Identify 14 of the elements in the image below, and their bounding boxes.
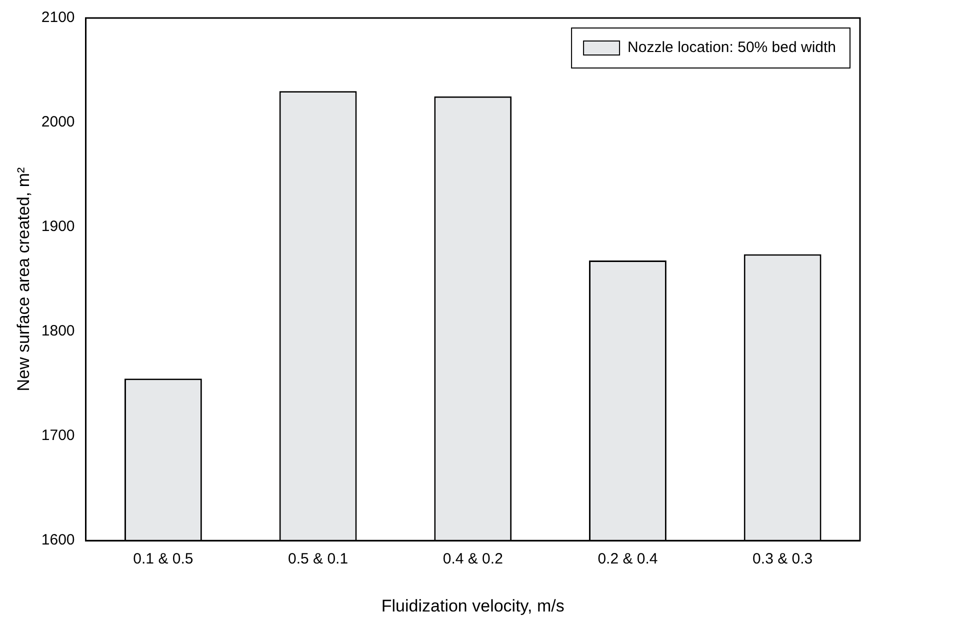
x-tick-label: 0.1 & 0.5: [133, 550, 194, 568]
x-tick-label: 0.2 & 0.4: [598, 550, 658, 568]
x-axis-title: Fluidization velocity, m/s: [381, 596, 564, 616]
x-tick-label: 0.4 & 0.2: [442, 550, 503, 568]
y-tick-label: 1600: [41, 532, 75, 549]
legend-label: Nozzle location: 50% bed width: [628, 39, 836, 56]
y-tick-label: 2100: [41, 9, 75, 26]
x-tick-label: 0.5 & 0.1: [288, 550, 348, 568]
y-tick-label: 2000: [41, 114, 75, 131]
y-tick-label: 1800: [41, 322, 75, 340]
y-tick-label: 1700: [41, 427, 75, 444]
x-tick-label: 0.3 & 0.3: [752, 550, 813, 568]
y-axis-title: New surface area created, m²: [14, 167, 33, 392]
y-tick-label: 1900: [41, 218, 75, 236]
